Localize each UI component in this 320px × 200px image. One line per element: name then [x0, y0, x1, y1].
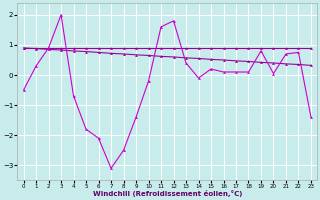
X-axis label: Windchill (Refroidissement éolien,°C): Windchill (Refroidissement éolien,°C)	[92, 190, 242, 197]
